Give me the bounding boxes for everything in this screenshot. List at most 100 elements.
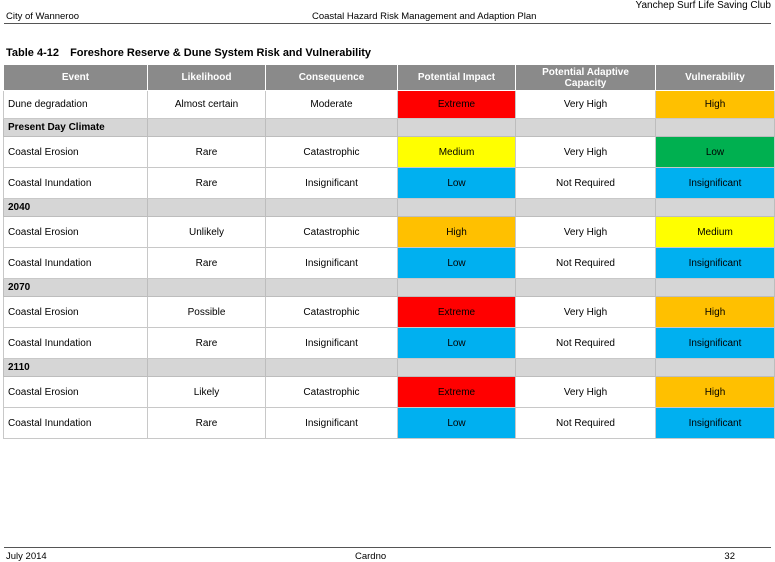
section-cell (655, 358, 775, 377)
event-cell: Coastal Erosion (3, 136, 148, 168)
capacity-cell: Very High (515, 376, 656, 408)
consequence-cell: Insignificant (265, 327, 398, 359)
vulnerability-cell: Insignificant (655, 407, 775, 439)
table-caption: Table 4-12 Foreshore Reserve & Dune Syst… (6, 47, 371, 59)
vulnerability-cell: Insignificant (655, 247, 775, 279)
section-cell (397, 198, 516, 217)
impact-cell: Low (397, 247, 516, 279)
table-row: Coastal Inundation Rare Insignificant Low No… (3, 247, 775, 279)
section-cell (265, 358, 398, 377)
footer-company: Cardno (355, 551, 387, 562)
footer-page-number: 32 (724, 551, 735, 562)
impact-cell: High (397, 216, 516, 248)
likelihood-cell: Rare (147, 136, 266, 168)
table-row: Coastal Inundation Rare Insignificant Low No… (3, 327, 775, 359)
column-header-potential-impact: Potential Impact (397, 64, 516, 91)
event-cell: Coastal Inundation (3, 167, 148, 199)
section-cell (655, 118, 775, 137)
section-label: 2110 (3, 358, 148, 377)
section-cell (397, 278, 516, 297)
capacity-cell: Very High (515, 136, 656, 168)
section-cell (655, 198, 775, 217)
table-title: Foreshore Reserve & Dune System Risk and… (70, 47, 372, 59)
section-cell (397, 118, 516, 137)
event-cell: Coastal Inundation (3, 407, 148, 439)
table-body: Dune degradation Almost certain Moderate Ex… (3, 90, 775, 439)
footer-rule (4, 547, 771, 548)
table-row: Coastal Erosion Rare Catastrophic Medium Ver… (3, 136, 775, 168)
likelihood-cell: Almost certain (147, 90, 266, 119)
likelihood-cell: Rare (147, 327, 266, 359)
table-row: Coastal Erosion Possible Catastrophic Extre… (3, 296, 775, 328)
table-row: Coastal Inundation Rare Insignificant Low No… (3, 407, 775, 439)
section-cell (265, 198, 398, 217)
event-cell: Coastal Erosion (3, 296, 148, 328)
consequence-cell: Catastrophic (265, 376, 398, 408)
section-row: 2040 (3, 198, 775, 217)
impact-cell: Low (397, 327, 516, 359)
column-header-event: Event (3, 64, 148, 91)
vulnerability-cell: Insignificant (655, 327, 775, 359)
header-rule (4, 23, 771, 24)
impact-cell: Low (397, 407, 516, 439)
likelihood-cell: Rare (147, 407, 266, 439)
section-cell (147, 278, 266, 297)
consequence-cell: Insignificant (265, 167, 398, 199)
capacity-cell: Not Required (515, 247, 656, 279)
section-cell (147, 358, 266, 377)
event-cell: Dune degradation (3, 90, 148, 119)
capacity-cell: Very High (515, 296, 656, 328)
vulnerability-cell: Low (655, 136, 775, 168)
vulnerability-cell: High (655, 90, 775, 119)
impact-cell: Extreme (397, 376, 516, 408)
section-cell (147, 118, 266, 137)
section-cell (515, 278, 656, 297)
event-cell: Coastal Inundation (3, 247, 148, 279)
section-row: Present Day Climate (3, 118, 775, 137)
capacity-cell: Not Required (515, 167, 656, 199)
vulnerability-cell: High (655, 376, 775, 408)
section-cell (265, 278, 398, 297)
section-cell (655, 278, 775, 297)
table-row: Coastal Erosion Unlikely Catastrophic High V… (3, 216, 775, 248)
column-header-likelihood: Likelihood (147, 64, 266, 91)
consequence-cell: Catastrophic (265, 296, 398, 328)
vulnerability-cell: High (655, 296, 775, 328)
vulnerability-cell: Insignificant (655, 167, 775, 199)
event-cell: Coastal Inundation (3, 327, 148, 359)
consequence-cell: Insignificant (265, 247, 398, 279)
section-cell (397, 358, 516, 377)
event-cell: Coastal Erosion (3, 376, 148, 408)
likelihood-cell: Unlikely (147, 216, 266, 248)
section-row: 2110 (3, 358, 775, 377)
likelihood-cell: Likely (147, 376, 266, 408)
vulnerability-cell: Medium (655, 216, 775, 248)
section-label: 2040 (3, 198, 148, 217)
likelihood-cell: Possible (147, 296, 266, 328)
column-header-consequence: Consequence (265, 64, 398, 91)
column-header-vulnerability: Vulnerability (655, 64, 775, 91)
capacity-cell: Very High (515, 216, 656, 248)
impact-cell: Medium (397, 136, 516, 168)
section-cell (515, 198, 656, 217)
capacity-cell: Not Required (515, 407, 656, 439)
section-label: 2070 (3, 278, 148, 297)
consequence-cell: Moderate (265, 90, 398, 119)
likelihood-cell: Rare (147, 247, 266, 279)
section-cell (147, 198, 266, 217)
section-label: Present Day Climate (3, 118, 148, 137)
table-row: Dune degradation Almost certain Moderate Ex… (3, 90, 775, 119)
header-organisation: City of Wanneroo (6, 11, 80, 22)
header-client: Yanchep Surf Life Saving Club (635, 0, 771, 11)
table-row: Coastal Erosion Likely Catastrophic Extreme… (3, 376, 775, 408)
section-cell (515, 118, 656, 137)
impact-cell: Extreme (397, 296, 516, 328)
consequence-cell: Insignificant (265, 407, 398, 439)
impact-cell: Low (397, 167, 516, 199)
section-row: 2070 (3, 278, 775, 297)
impact-cell: Extreme (397, 90, 516, 119)
section-cell (515, 358, 656, 377)
table-row: Coastal Inundation Rare Insignificant Low No… (3, 167, 775, 199)
column-header-adaptive-capacity: Potential Adaptive Capacity (515, 64, 656, 91)
capacity-cell: Very High (515, 90, 656, 119)
